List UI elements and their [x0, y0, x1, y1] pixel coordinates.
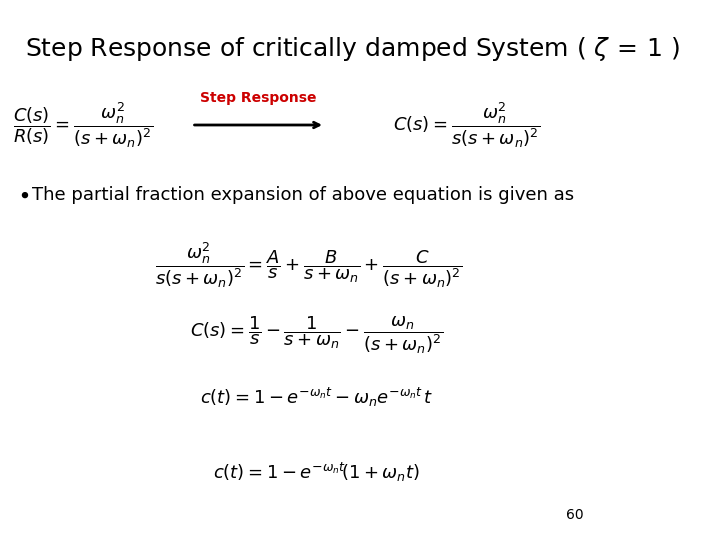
- Text: $C(s) = \dfrac{1}{s} - \dfrac{1}{s+\omega_n} - \dfrac{\omega_n}{(s+\omega_n)^2}$: $C(s) = \dfrac{1}{s} - \dfrac{1}{s+\omeg…: [190, 314, 443, 356]
- Text: 60: 60: [566, 508, 583, 522]
- Text: Step Response: Step Response: [200, 91, 317, 105]
- Text: $C(s) = \dfrac{\omega_n^2}{s(s + \omega_n)^2}$: $C(s) = \dfrac{\omega_n^2}{s(s + \omega_…: [393, 100, 540, 150]
- Text: $\dfrac{\omega_n^2}{s(s+\omega_n)^2} = \dfrac{A}{s} + \dfrac{B}{s+\omega_n} + \d: $\dfrac{\omega_n^2}{s(s+\omega_n)^2} = \…: [155, 240, 462, 290]
- Text: $c(t) = 1 - e^{-\omega_n t}\!\left(1 + \omega_n t\right)$: $c(t) = 1 - e^{-\omega_n t}\!\left(1 + \…: [213, 461, 420, 483]
- Text: Step Response of critically damped System ( $\zeta\,{=}\,1$ ): Step Response of critically damped Syste…: [25, 35, 680, 63]
- Text: $c(t) = 1 - e^{-\omega_n t} - \omega_n e^{-\omega_n t}\, t$: $c(t) = 1 - e^{-\omega_n t} - \omega_n e…: [200, 386, 433, 409]
- Text: The partial fraction expansion of above equation is given as: The partial fraction expansion of above …: [32, 186, 574, 204]
- Text: $\dfrac{C(s)}{R(s)} = \dfrac{\omega_n^2}{(s + \omega_n)^2}$: $\dfrac{C(s)}{R(s)} = \dfrac{\omega_n^2}…: [13, 100, 153, 150]
- Text: $\bullet$: $\bullet$: [17, 185, 29, 205]
